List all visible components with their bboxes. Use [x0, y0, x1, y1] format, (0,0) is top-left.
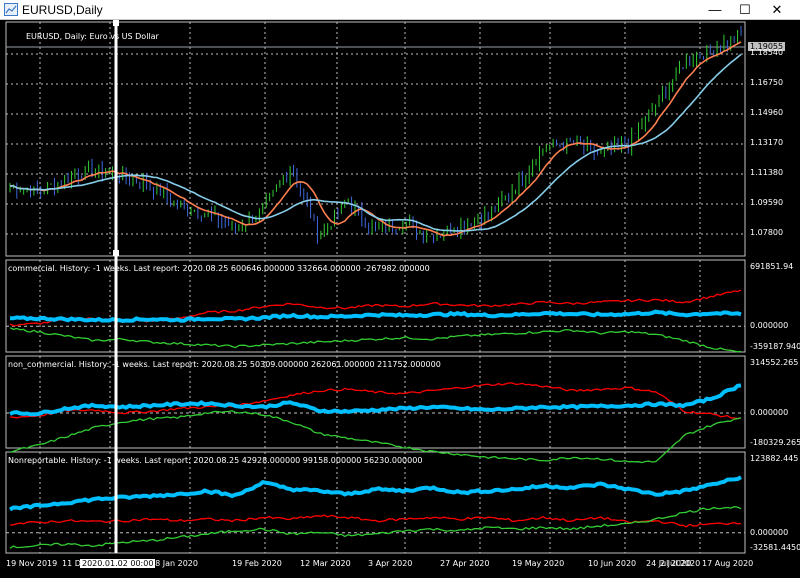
time-tick-label: 27 Apr 2020 — [440, 559, 490, 568]
short-position-line — [9, 506, 742, 549]
net-position-line — [10, 309, 742, 324]
price-tick-label: 1.07800 — [750, 228, 784, 237]
chart-window-icon — [4, 3, 18, 16]
crosshair-handle-bottom — [113, 250, 119, 256]
time-tick-label: 10 Jun 2020 — [588, 559, 637, 568]
non-commercial-panel — [5, 355, 746, 449]
non-commercial-header: non_commercial. History: -1 weeks. Last … — [8, 360, 441, 369]
nonreportable-panel — [5, 451, 746, 554]
time-tick-label: 2 Jul 2020 — [660, 559, 701, 568]
price-tick-label: 1.16750 — [750, 78, 784, 87]
commercial-panel — [5, 259, 746, 353]
time-tick-label: 28 Jan 2020 — [150, 559, 198, 568]
minimize-button[interactable]: — — [708, 2, 722, 17]
indicator-tick-label: 691851.94 — [750, 262, 794, 271]
price-tick-label: 1.11380 — [750, 168, 784, 177]
crosshair-handle-top — [113, 20, 119, 26]
indicator-tick-label: -180329.265 — [750, 438, 800, 447]
window-titlebar: EURUSD,Daily — ☐ ✕ — [0, 0, 800, 20]
time-tick-label: 24 Jul 2020 — [646, 559, 692, 568]
indicator-tick-label: -359187.940 — [750, 342, 800, 351]
indicator-tick-label: 0.000000 — [750, 321, 789, 331]
maximize-button[interactable]: ☐ — [739, 2, 751, 17]
indicator-tick-label: -32581.4450 — [750, 543, 800, 552]
price-tick-label: 1.14960 — [750, 108, 784, 117]
main-price-panel — [5, 21, 746, 257]
indicator-tick-label: 0.000000 — [750, 527, 789, 537]
indicator-tick-label: 123882.445 — [750, 454, 799, 463]
time-tick-label: 17 Aug 2020 — [702, 559, 754, 568]
indicator-tick-label: 314552.265 — [750, 358, 799, 367]
time-tick-label: 3 Apr 2020 — [368, 559, 413, 568]
current-price-tag: 1.19055 — [748, 42, 786, 51]
net-position-line — [9, 383, 742, 417]
price-tick-label: 1.13170 — [750, 138, 784, 147]
price-tick-label: 1.09590 — [750, 198, 784, 207]
window-title: EURUSD,Daily — [22, 3, 103, 17]
long-position-line — [9, 514, 742, 528]
time-tick-label: 12 Mar 2020 — [300, 559, 351, 568]
main-panel-header: EURUSD, Daily: Euro vs US Dollar — [26, 32, 159, 41]
time-tick-label: 19 May 2020 — [512, 559, 565, 568]
commercial-header: commercial. History: -1 weeks. Last repo… — [8, 264, 430, 273]
chart-canvas[interactable] — [0, 20, 800, 578]
net-position-line — [8, 475, 742, 512]
time-tick-label: 19 Feb 2020 — [232, 559, 282, 568]
price-tick-label: 1.18540 — [750, 48, 784, 57]
long-position-line — [9, 382, 742, 420]
time-tick-label: 19 Nov 2019 — [6, 559, 58, 568]
short-position-line — [9, 327, 742, 353]
ma-slow-line — [10, 53, 742, 232]
close-button[interactable]: ✕ — [771, 2, 783, 17]
chart-area[interactable]: EURUSD, Daily: Euro vs US Dollar 1.19055… — [0, 20, 800, 578]
short-position-line — [9, 410, 742, 464]
nonreportable-header: Nonreportable. History: -1 weeks. Last r… — [8, 456, 423, 465]
indicator-tick-label: 0.000000 — [750, 408, 789, 418]
cursor-date-tag: 2020.01.02 00:00 — [80, 559, 156, 568]
